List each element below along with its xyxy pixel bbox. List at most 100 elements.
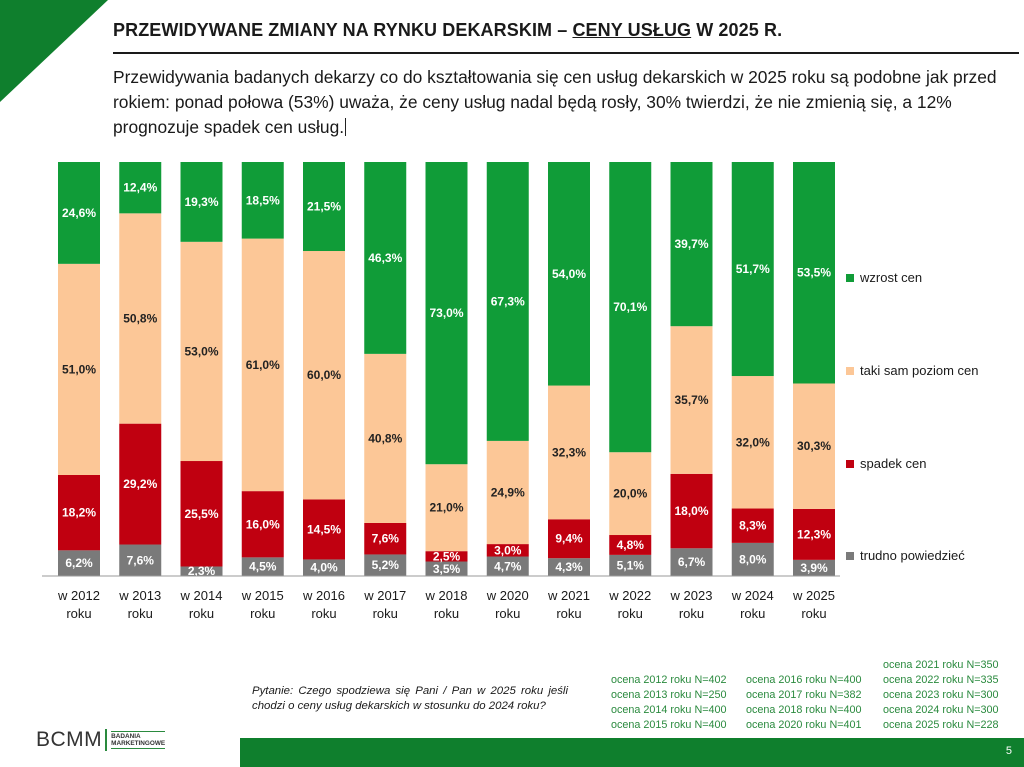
data-label: 61,0% xyxy=(246,358,280,372)
text-cursor xyxy=(345,118,347,136)
title-part-underlined: CENY USŁUG xyxy=(572,20,692,40)
title-rule xyxy=(113,52,1019,54)
bar-segment-trudno-powiedzieć xyxy=(364,554,407,576)
data-label: 6,7% xyxy=(678,555,706,569)
bar-segment-spadek-cen xyxy=(793,508,835,560)
data-label: 7,6% xyxy=(127,553,155,567)
bar-segment-wzrost-cen xyxy=(609,162,652,453)
legend-label: spadek cen xyxy=(860,456,927,471)
data-label: 9,4% xyxy=(555,532,583,546)
bar-segment-wzrost-cen xyxy=(364,162,407,354)
logo-sub-line-1: BADANIA xyxy=(111,733,141,740)
title-part-1: PRZEWIDYWANE ZMIANY NA RYNKU DEKARSKIM – xyxy=(113,20,573,40)
legend-swatch xyxy=(846,273,854,282)
data-label: 51,7% xyxy=(736,262,770,276)
intro-text: Przewidywania badanych dekarzy co do ksz… xyxy=(113,67,997,137)
data-label: 29,2% xyxy=(123,477,157,491)
data-label: 19,3% xyxy=(184,195,218,209)
bar-segment-spadek-cen xyxy=(303,499,345,560)
bar-segment-trudno-powiedzieć xyxy=(241,557,284,576)
bar-segment-spadek-cen xyxy=(241,491,284,558)
legend-swatch xyxy=(846,366,854,375)
sample-size-entry: ocena 2022 roku N=335 xyxy=(883,674,999,686)
bar-segment-taki-sam-poziom-cen xyxy=(119,213,162,424)
data-label: 6,2% xyxy=(65,556,93,570)
data-label: 18,5% xyxy=(246,193,280,207)
x-tick-label: roku xyxy=(740,606,765,621)
x-tick-label: roku xyxy=(373,606,398,621)
x-tick-label: w 2020 xyxy=(486,588,529,603)
bar-segment-trudno-powiedzieć xyxy=(670,548,713,576)
x-tick-label: w 2016 xyxy=(302,588,345,603)
bar-segment-spadek-cen xyxy=(180,461,223,567)
sample-sizes-col-3: ocena 2021 roku N=350 ocena 2022 roku N=3… xyxy=(883,658,999,733)
data-label: 70,1% xyxy=(613,300,647,314)
data-label: 2,3% xyxy=(188,564,216,578)
bar-segment-wzrost-cen xyxy=(670,162,713,327)
corner-decoration xyxy=(0,0,108,102)
data-label: 53,0% xyxy=(184,344,218,358)
x-tick-label: w 2013 xyxy=(118,588,161,603)
data-label: 4,7% xyxy=(494,559,522,573)
data-label: 30,3% xyxy=(797,439,831,453)
data-label: 21,5% xyxy=(307,200,341,214)
legend-label: wzrost cen xyxy=(860,270,923,285)
x-tick-label: w 2022 xyxy=(608,588,651,603)
bar-segment-spadek-cen xyxy=(119,423,162,545)
logo-divider xyxy=(105,729,108,751)
x-tick-label: roku xyxy=(189,606,214,621)
x-tick-label: w 2021 xyxy=(547,588,590,603)
bar-segment-taki-sam-poziom-cen xyxy=(58,263,100,475)
data-label: 25,5% xyxy=(184,507,218,521)
data-label: 24,6% xyxy=(62,206,96,220)
data-label: 46,3% xyxy=(368,251,402,265)
data-label: 50,8% xyxy=(123,311,157,325)
bar-segment-trudno-powiedzieć xyxy=(119,544,162,576)
logo-sub-line-2: MARKETINGOWE xyxy=(111,740,166,747)
x-tick-label: roku xyxy=(128,606,153,621)
bar-segment-wzrost-cen xyxy=(793,162,835,384)
data-label: 40,8% xyxy=(368,431,402,445)
bar-segment-wzrost-cen xyxy=(731,162,774,377)
data-label: 67,3% xyxy=(491,294,525,308)
data-label: 60,0% xyxy=(307,368,341,382)
bar-segment-wzrost-cen xyxy=(303,162,345,252)
data-label: 7,6% xyxy=(372,532,400,546)
data-label: 18,2% xyxy=(62,506,96,520)
legend-item: taki sam poziom cen xyxy=(846,363,979,378)
sample-size-entry: ocena 2021 roku N=350 xyxy=(883,659,999,671)
page-title: PRZEWIDYWANE ZMIANY NA RYNKU DEKARSKIM –… xyxy=(113,20,782,41)
sample-size-entry: ocena 2023 roku N=300 xyxy=(883,689,999,701)
bar-segment-taki-sam-poziom-cen xyxy=(241,238,284,492)
x-tick-label: w 2017 xyxy=(363,588,406,603)
bar-segment-spadek-cen xyxy=(731,508,774,543)
bar-segment-wzrost-cen xyxy=(548,162,590,386)
data-label: 2,5% xyxy=(433,549,461,563)
bar-segment-trudno-powiedzieć xyxy=(731,542,774,576)
data-label: 32,0% xyxy=(736,435,770,449)
data-label: 35,7% xyxy=(674,393,708,407)
sample-size-entry: ocena 2014 roku N=400 xyxy=(611,704,727,716)
sample-size-entry: ocena 2018 roku N=400 xyxy=(746,704,862,716)
data-label: 14,5% xyxy=(307,522,341,536)
sample-size-entry: ocena 2016 roku N=400 xyxy=(746,674,862,686)
legend-item: spadek cen xyxy=(846,456,927,471)
bar-segment-trudno-powiedzieć xyxy=(58,550,100,576)
bar-segment-wzrost-cen xyxy=(180,162,223,242)
data-label: 24,9% xyxy=(491,485,525,499)
x-tick-label: w 2023 xyxy=(670,588,713,603)
data-label: 3,5% xyxy=(433,562,461,576)
bar-segment-trudno-powiedzieć xyxy=(609,554,652,576)
bar-segment-trudno-powiedzieć xyxy=(425,561,468,576)
data-label: 51,0% xyxy=(62,362,96,376)
x-tick-label: roku xyxy=(556,606,581,621)
x-tick-label: w 2012 xyxy=(57,588,100,603)
bar-segment-spadek-cen xyxy=(486,544,529,557)
bar-segment-spadek-cen xyxy=(609,535,652,555)
data-label: 4,5% xyxy=(249,560,277,574)
x-tick-label: w 2025 xyxy=(792,588,835,603)
sample-size-entry: ocena 2017 roku N=382 xyxy=(746,689,862,701)
page-number: 5 xyxy=(1005,745,1012,757)
corner-triangle xyxy=(0,0,108,102)
